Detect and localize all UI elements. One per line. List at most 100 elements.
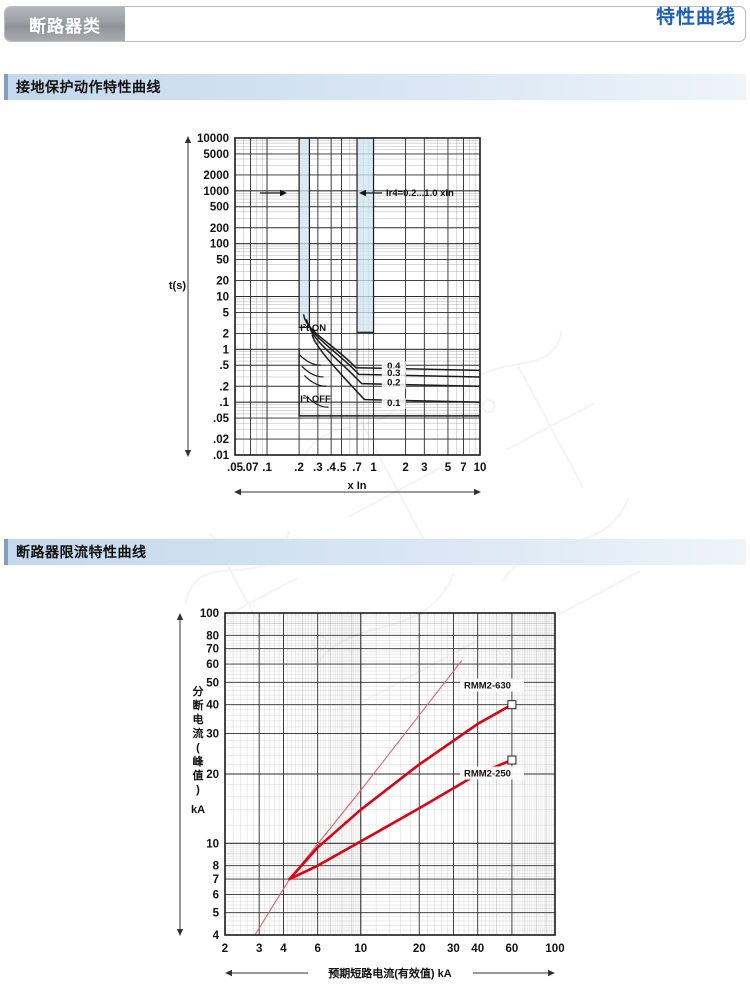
chart1-xtick: 1: [370, 462, 377, 474]
chart1-setting-bands: [298, 138, 375, 333]
chart1-xtick: .4: [326, 462, 336, 474]
chart2-series-labels: RMM2-630 RMM2-250: [459, 678, 524, 780]
chart2-xtick: 6: [314, 943, 320, 955]
chart2-series-label-RMM2-250: RMM2-250: [464, 769, 511, 780]
chart1-x-axis: x In: [234, 480, 481, 496]
chart2-ytick: 8: [213, 861, 220, 873]
chart2-series-label-bg: [459, 678, 524, 692]
chart1-curve-0.3: [305, 319, 480, 378]
chart-earth-fault-protection: 10000 5000 2000 1000 500 200 100 50 20 10 5 2 1 .5 .2.…: [150, 120, 570, 520]
chart1-curve-label-bg: [381, 361, 406, 373]
chart2-xtick: 4: [280, 943, 287, 955]
chart2-ytick: 80: [206, 630, 219, 642]
chart1-i2t-off-step-1: [301, 365, 324, 378]
chart1-y-axis: t(s): [169, 136, 192, 457]
chart2-x-axis: 预期短路电流(有效值) kA: [225, 963, 555, 983]
chart1-xtick: 2: [402, 462, 408, 474]
header-category-label: 断路器类: [29, 16, 101, 36]
chart2-y-axis-label-char: ): [196, 784, 200, 796]
chart2-y-axis-label-char: 分: [193, 684, 204, 698]
chart2-ytick: 4: [213, 930, 220, 942]
chart2-y-axis-label-char: (: [196, 742, 200, 754]
chart2-xtick: 30: [447, 943, 460, 955]
chart1-band-band-high: [356, 138, 375, 333]
annotation-ir4-label: Ir4=0.2...1.0 xIn: [386, 188, 454, 199]
chart2-marker-RMM2-250: [507, 755, 517, 765]
chart1-ytick: 1000: [203, 186, 229, 198]
chart1-ytick: 10: [216, 292, 229, 304]
chart1-ytick: 2000: [203, 170, 229, 182]
chart1-curve-label-0.2: 0.2: [387, 378, 400, 389]
chart1-xtick: 5: [445, 462, 452, 474]
chart1-curve-0.1: [311, 334, 480, 403]
chart2-y-axis-label-char: 电: [193, 712, 204, 726]
chart1-annotations: Ir4=0.2...1.0 xIn I²t ON I²t OFF: [260, 188, 454, 405]
chart1-plot-frame: [234, 137, 481, 456]
chart2-series-label-RMM2-630: RMM2-630: [464, 681, 511, 692]
chart1-ytick: 5: [223, 307, 230, 319]
chart2-ytick: 30: [206, 728, 219, 740]
chart1-ytick: 2: [223, 328, 229, 340]
chart2-ytick: 5: [213, 908, 220, 920]
chart1-ytick: 20: [216, 276, 229, 288]
chart1-i2t-off-step-0: [298, 354, 321, 366]
chart2-x-tick-labels: 2 3 4 6 10 20 30 40 60 100: [222, 943, 565, 955]
chart2-y-tick-labels: 100 80 70 60 50 40 30 20 10 87 6 5 4: [200, 608, 220, 942]
chart1-xtick: 7: [460, 462, 466, 474]
chart1-x-tick-labels: .05.07.1 .2 .3.4.5 .7 1 2 3 5 7 10: [227, 462, 486, 474]
chart2-curve-end-markers: [507, 700, 517, 765]
chart2-xtick: 20: [413, 943, 426, 955]
chart1-curve-0.4: [302, 314, 480, 372]
annotation-arrow-left-band: [260, 189, 287, 197]
chart1-xtick: .1: [262, 462, 272, 474]
chart1-i2t-off-step-3: [306, 396, 329, 408]
chart1-xtick: .07: [243, 462, 259, 474]
chart2-xtick: 10: [354, 943, 367, 955]
chart2-ytick: 10: [206, 838, 219, 850]
section-title-earth-fault: 接地保护动作特性曲线: [16, 79, 161, 95]
chart1-curve-label-0.3: 0.3: [387, 368, 400, 379]
chart1-curve-label-0.4: 0.4: [387, 361, 401, 372]
chart2-series-label-bg: [459, 766, 524, 780]
chart1-xtick: 3: [421, 462, 427, 474]
chart2-ytick: 100: [200, 608, 219, 620]
chart2-y-axis-label-char: 流: [193, 726, 204, 740]
chart2-ytick: 70: [206, 644, 219, 656]
chart1-y-tick-labels: 10000 5000 2000 1000 500 200 100 50 20 10 5 2 1 .5 .2.…: [197, 133, 230, 462]
chart2-ytick: 6: [213, 889, 219, 901]
chart2-xtick: 3: [256, 943, 262, 955]
chart1-zone-outline: [298, 348, 480, 417]
chart1-ytick: .05: [213, 413, 230, 425]
chart1-ytick: 100: [210, 239, 229, 251]
chart2-xtick: 2: [222, 943, 228, 955]
chart2-marker-RMM2-630: [507, 700, 517, 710]
chart1-curve-0.2: [308, 325, 480, 388]
chart1-xtick: 10: [474, 462, 487, 474]
chart2-series-prospective-peak-reference: [254, 660, 463, 935]
chart-current-limiting: 100 80 70 60 50 40 30 20 10 8 7 6 5 4 2 3 4 6 10 20 30 40 60 1…: [140, 595, 610, 995]
chart1-tripping-curves: [298, 314, 480, 417]
page-title: 特性曲线: [655, 7, 736, 28]
chart1-xtick: .7: [352, 462, 362, 474]
section-header-current-limiting: 断路器限流特性曲线: [4, 539, 746, 565]
chart1-ytick: 200: [210, 223, 229, 235]
chart2-xtick: 100: [545, 943, 564, 955]
chart2-xtick: 40: [471, 943, 484, 955]
chart1-xtick: .3: [313, 462, 323, 474]
chart1-band-band-low: [298, 138, 311, 329]
chart2-y-axis-label-char: 断: [193, 698, 204, 712]
chart1-ytick: 50: [216, 255, 229, 267]
chart1-ytick: 500: [210, 202, 229, 214]
chart1-curve-labels: 0.40.30.2 0.1: [381, 361, 406, 409]
page-header-bar: 断路器类: [4, 6, 746, 42]
chart1-y-axis-label: t(s): [169, 280, 186, 292]
chart2-y-axis-label-char: 峰: [193, 754, 205, 768]
chart1-ytick: .01: [213, 450, 230, 462]
chart1-i2t-off-step-2: [303, 375, 327, 387]
chart1-x-axis-label: x In: [348, 480, 367, 492]
section-title-current-limiting: 断路器限流特性曲线: [16, 544, 147, 560]
chart1-xtick: .5: [337, 462, 347, 474]
chart1-curve-label-bg: [381, 377, 406, 389]
header-category-tab[interactable]: 断路器类: [5, 7, 125, 41]
